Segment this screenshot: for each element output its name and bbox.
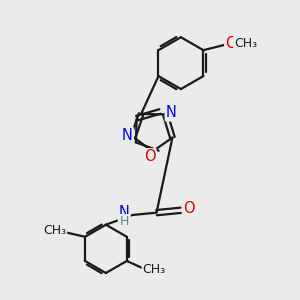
Text: CH₃: CH₃ xyxy=(43,224,66,237)
Text: O: O xyxy=(144,149,155,164)
Text: CH₃: CH₃ xyxy=(142,263,166,276)
Text: N: N xyxy=(122,128,133,143)
Text: N: N xyxy=(119,205,130,220)
Text: CH₃: CH₃ xyxy=(234,37,257,50)
Text: H: H xyxy=(119,215,129,228)
Text: O: O xyxy=(183,201,195,216)
Text: O: O xyxy=(225,36,237,51)
Text: N: N xyxy=(166,105,177,120)
